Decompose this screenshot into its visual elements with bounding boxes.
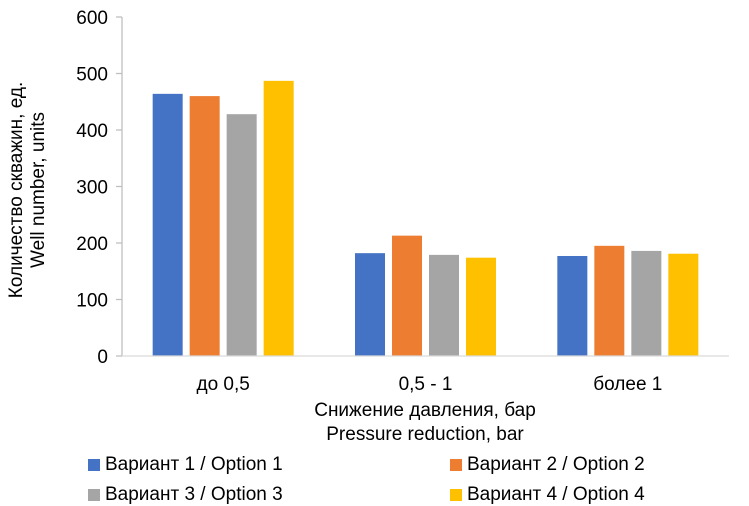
y-tick-label: 200 [76,234,108,255]
legend-item-option-4: Вариант 4 / Option 4 [450,484,645,506]
legend-item-option-3: Вариант 3 / Option 3 [88,484,283,506]
x-tick-label: более 1 [593,374,662,395]
bar-series-3-category-3 [631,250,662,356]
y-axis-ticks: 0 100 200 300 400 500 600 [76,8,122,368]
legend-item-option-1: Вариант 1 / Option 1 [88,454,283,476]
x-axis-title-line-1: Снижение давления, бар [314,400,536,421]
y-axis-title: Количество скважин, ед. Well number, uni… [6,82,49,298]
y-axis-title-line-2: Well number, units [28,112,49,268]
bars [152,80,699,357]
bar-series-3-category-1 [226,114,257,357]
y-tick-label: 300 [76,178,108,199]
y-axis-title-line-1: Количество скважин, ед. [6,82,27,298]
bar-series-2-category-2 [392,235,422,356]
bar-chart: Количество скважин, ед. Well number, uni… [6,8,729,445]
bar-series-1-category-1 [152,93,183,356]
y-tick-label: 400 [76,121,108,142]
bar-series-1-category-3 [557,255,588,356]
y-tick-label: 100 [76,291,108,312]
legend-swatch [450,459,462,471]
x-axis-ticks: до 0,5 0,5 - 1 более 1 [196,374,662,395]
legend-label: Вариант 4 / Option 4 [467,484,645,505]
y-tick-label: 0 [97,347,108,368]
legend-label: Вариант 2 / Option 2 [467,454,645,475]
legend-label: Вариант 3 / Option 3 [105,484,283,505]
bar-series-2-category-1 [189,96,220,356]
y-tick-label: 500 [76,65,108,86]
legend-swatch [450,489,462,501]
legend: Вариант 1 / Option 1 Вариант 2 / Option 2… [0,452,749,506]
x-tick-label: 0,5 - 1 [399,374,453,395]
legend-swatch [88,459,100,471]
bar-series-4-category-3 [668,253,699,356]
bar-series-1-category-2 [355,253,385,356]
bar-series-2-category-3 [594,245,625,356]
bar-series-3-category-2 [429,254,459,356]
x-tick-label: до 0,5 [196,374,249,395]
bar-series-4-category-2 [466,257,496,356]
bar-series-4-category-1 [263,80,294,356]
legend-item-option-2: Вариант 2 / Option 2 [450,454,645,476]
legend-swatch [88,489,100,501]
x-axis-title-line-2: Pressure reduction, bar [326,424,524,445]
legend-label: Вариант 1 / Option 1 [105,454,283,475]
y-tick-label: 600 [76,8,108,29]
